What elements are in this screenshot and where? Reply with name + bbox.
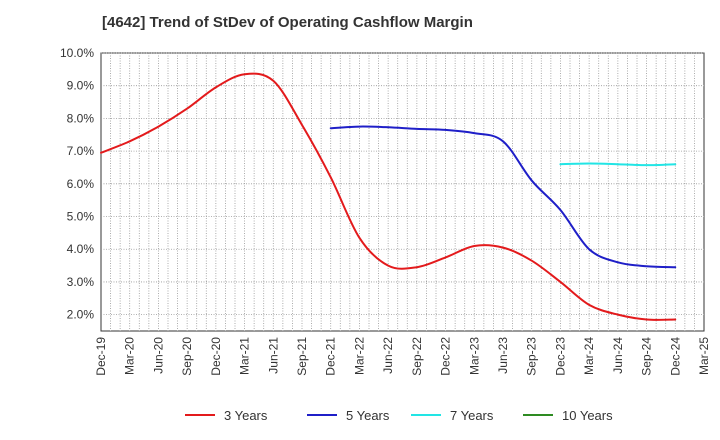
x-axis-ticks: Dec-19 Mar-20 Jun-20 Sep-20 Dec-20 Mar-21 Jun-… [94,337,711,376]
x-tick-label: Dec-23 [553,337,567,376]
x-tick-label: Jun-20 [151,337,165,374]
series-lines [100,72,677,321]
x-tick-label: Jun-22 [381,337,395,374]
legend-label: 3 Years [224,408,268,423]
y-tick-label: 2.0% [67,308,95,322]
y-tick-label: 4.0% [67,242,95,256]
y-tick-label: 7.0% [67,144,95,158]
x-tick-label: Jun-21 [266,337,280,374]
x-tick-label: Mar-22 [352,337,366,375]
legend-label: 7 Years [450,408,494,423]
chart-title: [4642] Trend of StDev of Operating Cashf… [102,14,473,31]
y-tick-label: 6.0% [67,177,95,191]
series-line-1 [329,125,677,269]
y-tick-label: 5.0% [67,210,95,224]
x-tick-label: Dec-21 [324,337,338,376]
x-tick-label: Mar-20 [123,337,137,375]
x-tick-label: Sep-20 [180,337,194,376]
x-tick-label: Sep-24 [640,337,654,376]
plot-background [100,52,705,332]
x-tick-label: Mar-24 [582,337,596,375]
series-line-2 [559,162,677,167]
x-tick-label: Mar-23 [467,337,481,375]
y-tick-label: 9.0% [67,79,95,93]
legend: 3 Years 5 Years 7 Years 10 Years [185,408,613,423]
y-axis-ticks: 10.0% 9.0% 8.0% 7.0% 6.0% 5.0% 4.0% 3.0% 2.0% [60,46,94,322]
legend-label: 10 Years [562,408,613,423]
legend-label: 5 Years [346,408,390,423]
x-tick-label: Dec-19 [94,337,108,376]
x-tick-label: Sep-21 [295,337,309,376]
x-tick-label: Jun-24 [611,337,625,374]
grid-lines [101,52,704,331]
y-tick-label: 8.0% [67,111,95,125]
y-tick-label: 3.0% [67,275,95,289]
y-tick-label: 10.0% [60,46,94,60]
x-tick-label: Sep-22 [410,337,424,376]
x-tick-label: Jun-23 [496,337,510,374]
x-tick-label: Dec-24 [668,337,682,376]
x-tick-label: Mar-21 [238,337,252,375]
x-tick-label: Dec-20 [209,337,223,376]
x-tick-label: Sep-23 [525,337,539,376]
series-line-0 [100,72,677,321]
x-tick-label: Mar-25 [697,337,711,375]
x-tick-label: Dec-22 [439,337,453,376]
